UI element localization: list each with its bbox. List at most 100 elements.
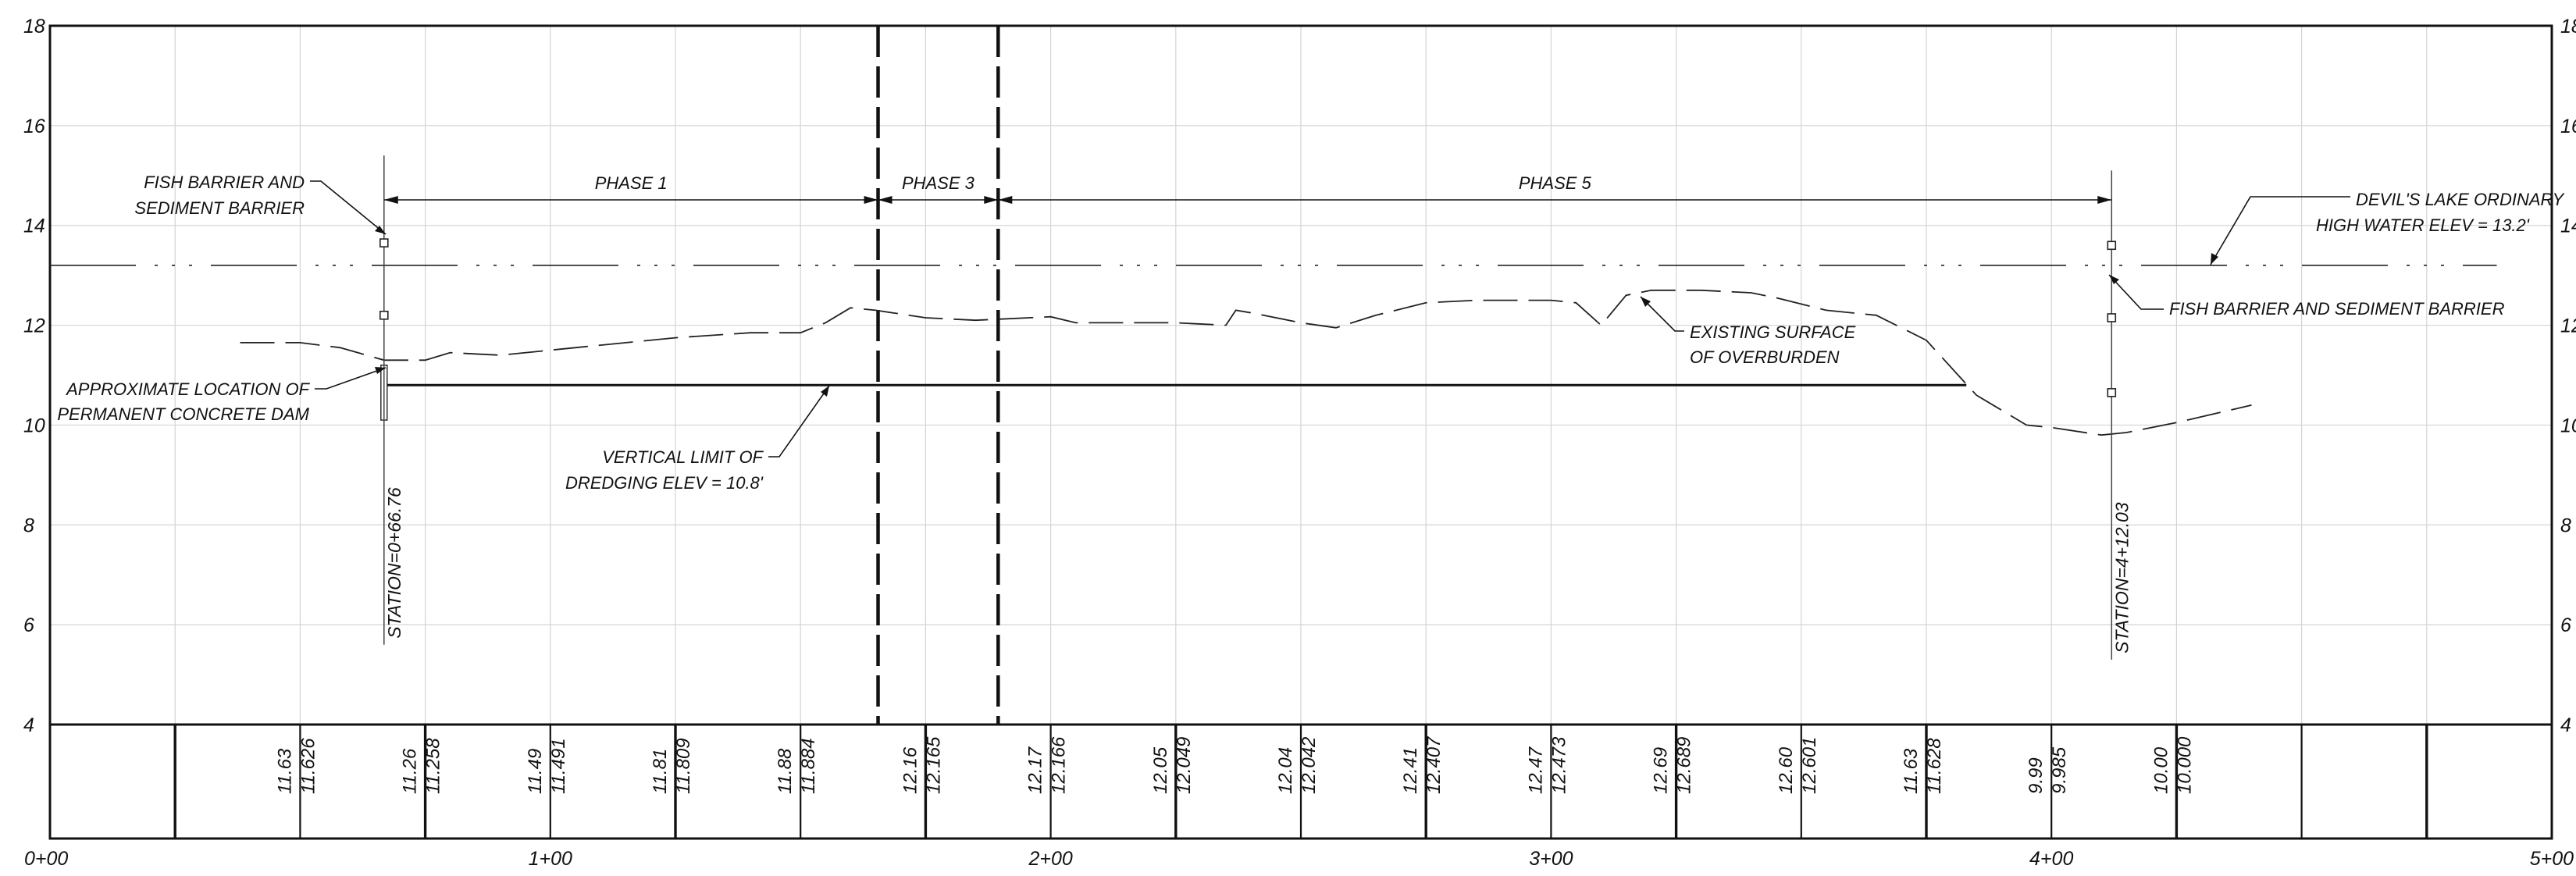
y-axis-label-right: 16 <box>2560 116 2576 137</box>
phase-arrowhead <box>998 196 1013 204</box>
dredge-note-line2: DREDGING ELEV = 10.8' <box>565 473 764 493</box>
fish-barrier-right-arrowhead <box>2109 275 2119 284</box>
fish-barrier-left-note-line1: FISH BARRIER AND <box>144 173 305 192</box>
proposed-elevation: 11.88 <box>775 748 796 794</box>
dam-leader <box>315 367 387 390</box>
proposed-elevation: 12.69 <box>1651 747 1672 794</box>
y-axis-label-left: 4 <box>23 714 34 736</box>
phase-divider-lines <box>876 26 1000 725</box>
ohw-note-line2: HIGH WATER ELEV = 13.2' <box>2316 215 2530 235</box>
phase-dimension-lines: PHASE 1 PHASE 3 PHASE 5 <box>383 173 2112 204</box>
x-axis-label: 4+00 <box>2029 848 2073 870</box>
existing-surface-profile <box>240 289 2252 436</box>
phase-label: PHASE 5 <box>1519 173 1592 193</box>
proposed-elevation: 12.04 <box>1275 747 1296 794</box>
y-axis-label-left: 16 <box>23 116 45 137</box>
phase-arrowhead <box>2097 196 2112 204</box>
y-axis-label-left: 12 <box>23 315 45 337</box>
existing-surface-line <box>240 289 2252 436</box>
station-label: STATION=4+12.03 <box>2111 502 2132 653</box>
existing-elevation: 11.628 <box>1924 738 1945 794</box>
y-axis-label-right: 6 <box>2560 614 2571 636</box>
fish-barrier-marker <box>379 238 389 247</box>
y-axis-label-right: 14 <box>2560 215 2576 237</box>
existing-elevation: 12.165 <box>923 736 944 794</box>
proposed-elevation: 11.63 <box>1901 748 1922 794</box>
proposed-elevation: 11.63 <box>274 748 295 794</box>
fish-barrier-left-note-line2: SEDIMENT BARRIER <box>134 198 305 218</box>
existing-surface-leader <box>1640 296 1684 332</box>
fish-barrier-marker <box>379 310 389 320</box>
phase-arrowhead <box>878 196 893 204</box>
existing-elevation: 12.601 <box>1799 737 1820 794</box>
proposed-elevation: 12.17 <box>1025 746 1046 794</box>
y-axis-label-right: 4 <box>2560 714 2571 736</box>
existing-elevation: 9.985 <box>2049 746 2070 794</box>
existing-elevation: 11.884 <box>798 738 819 794</box>
x-axis-label: 5+00 <box>2530 848 2574 870</box>
x-axis-label: 0+00 <box>24 848 68 870</box>
dredge-note-line1: VERTICAL LIMIT OF <box>602 447 764 467</box>
proposed-elevation: 11.81 <box>650 749 671 794</box>
phase-label: PHASE 3 <box>902 173 975 193</box>
proposed-elevation: 12.05 <box>1150 746 1171 794</box>
y-axis-label-left: 14 <box>23 215 45 237</box>
y-axis-label-right: 10 <box>2560 415 2576 436</box>
fish-barrier-marker <box>2107 388 2117 397</box>
annotations: FISH BARRIER AND SEDIMENT BARRIER DEVIL'… <box>57 173 2564 493</box>
existing-elevation: 11.258 <box>423 738 444 794</box>
fish-barrier-left-leader <box>310 180 387 235</box>
y-axis-label-left: 18 <box>23 16 45 37</box>
phase-label: PHASE 1 <box>595 173 668 193</box>
x-axis-label: 2+00 <box>1028 848 1072 870</box>
proposed-elevation: 11.26 <box>400 748 421 794</box>
existing-surface-arrowhead <box>1641 297 1651 307</box>
existing-elevation: 12.407 <box>1423 735 1445 794</box>
proposed-elevation: 11.49 <box>525 749 546 794</box>
proposed-elevation: 12.47 <box>1525 746 1546 794</box>
fish-barrier-marker <box>2107 240 2117 251</box>
phase-arrowhead <box>383 196 398 204</box>
existing-elevation: 12.042 <box>1299 737 1320 794</box>
existing-elevation: 11.809 <box>673 738 694 794</box>
existing-elevation: 12.166 <box>1049 736 1070 794</box>
proposed-elevation: 10.00 <box>2150 746 2172 794</box>
x-axis-label: 3+00 <box>1529 848 1573 870</box>
proposed-elevation: 9.99 <box>2026 757 2047 794</box>
existing-elevation: 12.689 <box>1674 737 1695 794</box>
ohw-note-line1: DEVIL'S LAKE ORDINARY <box>2356 190 2565 209</box>
existing-elevation: 12.049 <box>1174 737 1195 794</box>
elevation-table: 11.63 11.626 11.26 11.258 11.49 11.491 11.81 11… <box>173 725 2428 839</box>
station-label: STATION=0+66.76 <box>384 487 404 639</box>
phase-arrowhead <box>864 196 878 204</box>
y-axis-label-right: 18 <box>2560 16 2576 37</box>
y-axis-label-left: 8 <box>23 515 34 536</box>
existing-elevation: 12.473 <box>1548 736 1569 794</box>
existing-elevation: 11.491 <box>548 738 569 794</box>
phase-arrowhead <box>984 196 999 204</box>
dam-note-line1: APPROXIMATE LOCATION OF <box>65 379 310 399</box>
dam-note-line2: PERMANENT CONCRETE DAM <box>57 404 309 424</box>
grid-lines <box>50 26 2552 725</box>
y-axis-label-left: 6 <box>23 614 34 636</box>
existing-elevation: 11.626 <box>298 738 319 794</box>
ohw-leader <box>2210 196 2350 265</box>
y-axis-label-right: 8 <box>2560 515 2571 536</box>
ohw-arrowhead <box>2211 253 2218 265</box>
x-axis-label: 1+00 <box>529 848 572 870</box>
dam-arrowhead <box>375 367 386 374</box>
dredge-leader <box>768 385 830 458</box>
existing-surface-note-line1: EXISTING SURFACE <box>1690 322 1856 342</box>
fish-barrier-left-arrowhead <box>375 226 386 234</box>
fish-barrier-marker <box>2107 313 2117 322</box>
proposed-elevation: 12.41 <box>1400 747 1421 794</box>
dredge-arrowhead <box>821 386 829 397</box>
existing-surface-note-line2: OF OVERBURDEN <box>1690 347 1840 367</box>
y-axis-labels: 4 6 8 10 12 14 16 18 4 6 8 10 12 14 16 18 <box>23 16 2576 736</box>
x-axis-labels: 0+00 1+00 2+00 3+00 4+00 5+00 <box>24 848 2574 870</box>
existing-elevation: 10.000 <box>2174 736 2195 794</box>
station-lines: STATION=0+66.76 STATION=4+12.03 <box>379 155 2132 660</box>
proposed-elevation: 12.60 <box>1776 746 1797 794</box>
leader-lines <box>310 180 2350 458</box>
